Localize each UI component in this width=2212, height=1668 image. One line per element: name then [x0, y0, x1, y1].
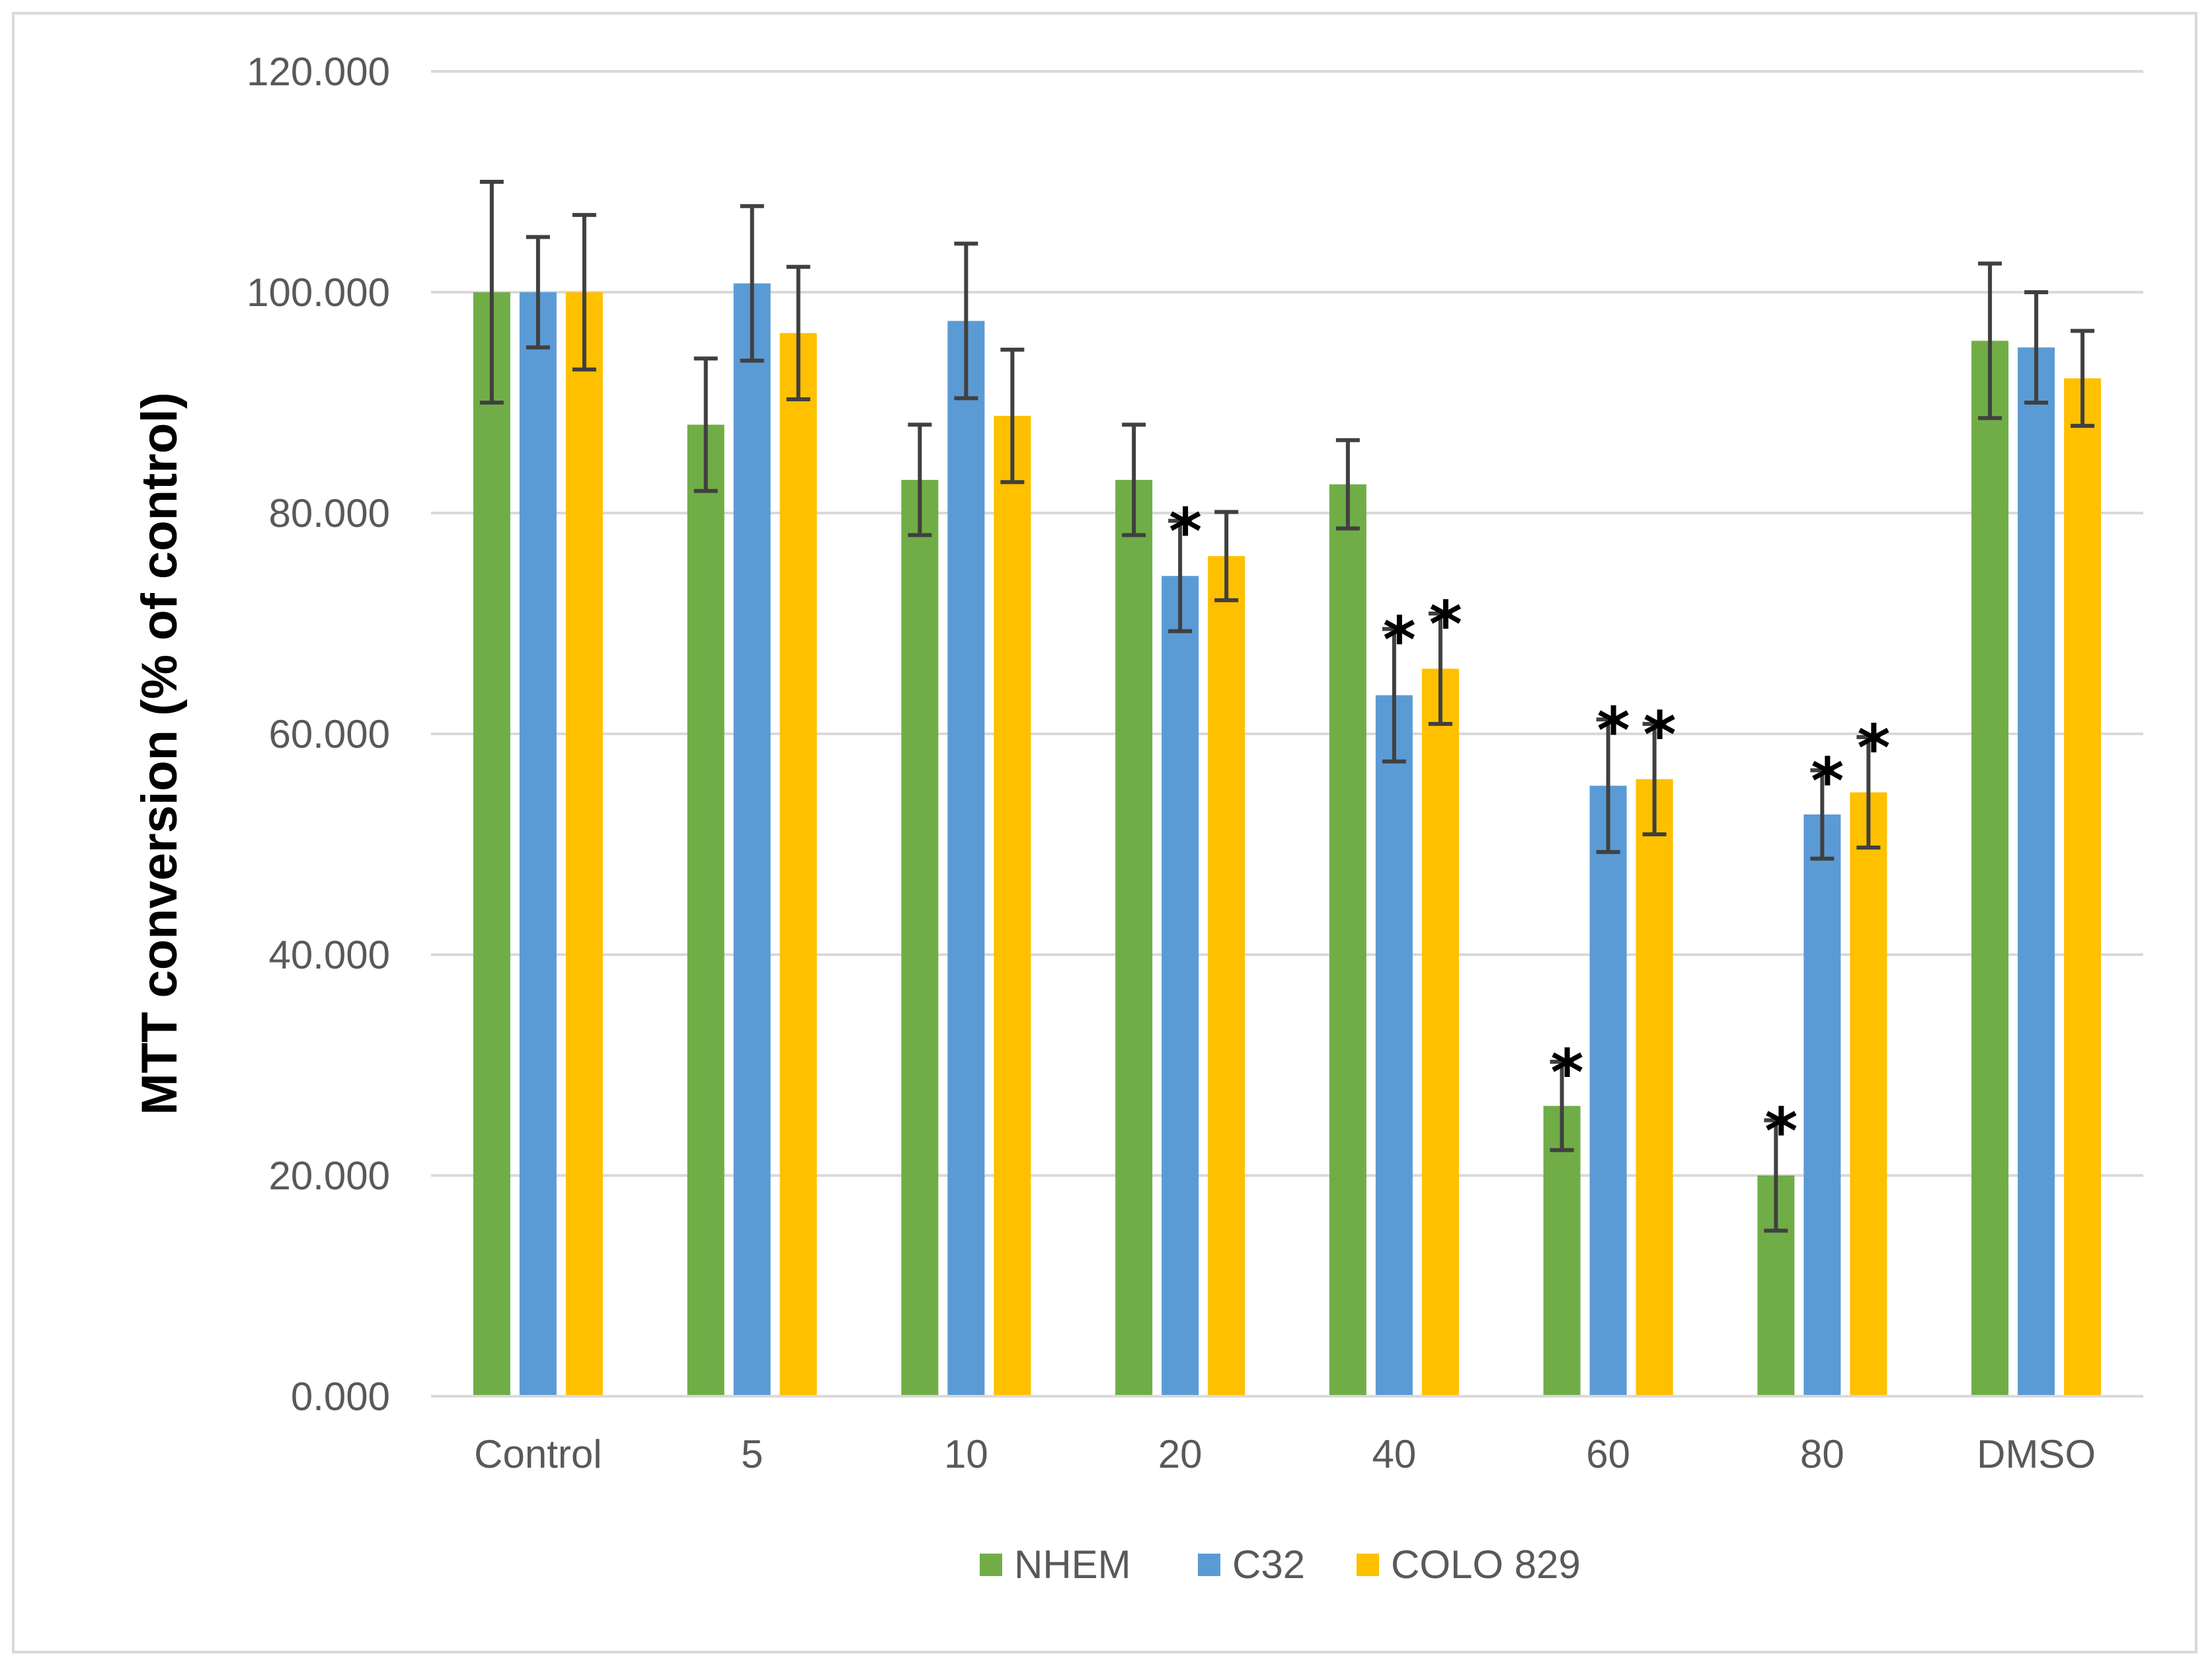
x-tick-label: 60	[1586, 1432, 1630, 1476]
bar	[733, 283, 771, 1396]
significance-star: *	[1643, 698, 1677, 772]
bar	[1850, 792, 1887, 1396]
bar	[1208, 556, 1245, 1396]
bar	[1375, 695, 1413, 1396]
significance-star: *	[1169, 495, 1202, 569]
bar	[1421, 668, 1459, 1396]
bar	[1803, 814, 1841, 1396]
bar	[2064, 378, 2102, 1396]
x-tick-label: Control	[474, 1432, 602, 1476]
bars	[473, 283, 2102, 1397]
y-axis-ticks: 0.000 20.000 40.000 60.000 80.000 100.000 120.…	[247, 50, 390, 1419]
significance-star: *	[1811, 744, 1844, 818]
bar	[1115, 479, 1153, 1396]
bar	[2018, 347, 2055, 1396]
bar	[1589, 785, 1627, 1396]
x-tick-label: 20	[1158, 1432, 1203, 1476]
bar	[1636, 779, 1673, 1396]
bar	[901, 479, 939, 1396]
y-tick-label: 80.000	[268, 491, 390, 536]
bar	[779, 333, 817, 1396]
bar	[1543, 1105, 1581, 1396]
bar	[1971, 340, 2009, 1396]
bar	[473, 292, 510, 1396]
bar-chart: 0.000 20.000 40.000 60.000 80.000 100.000 120.…	[132, 50, 2143, 1587]
legend: NHEM C32 COLO 829	[980, 1542, 1581, 1587]
y-tick-label: 40.000	[268, 933, 390, 977]
bar	[565, 292, 603, 1396]
y-axis-title: MTT conversion (% of control)	[132, 392, 188, 1115]
legend-swatch	[980, 1554, 1002, 1576]
bar	[1329, 484, 1366, 1396]
x-tick-label: 80	[1800, 1432, 1844, 1476]
legend-swatch	[1357, 1554, 1379, 1576]
legend-swatch	[1198, 1554, 1220, 1576]
legend-label: NHEM	[1014, 1542, 1131, 1587]
significance-star: *	[1764, 1095, 1797, 1169]
bar	[947, 321, 985, 1396]
significance-star: *	[1551, 1036, 1584, 1110]
x-tick-label: 40	[1372, 1432, 1417, 1476]
x-tick-label: 10	[944, 1432, 988, 1476]
bar	[519, 292, 557, 1396]
significance-star: *	[1383, 603, 1416, 677]
y-tick-label: 60.000	[268, 712, 390, 756]
y-tick-label: 100.000	[247, 270, 390, 315]
y-tick-label: 0.000	[291, 1374, 390, 1419]
significance-markers: ** *** *** *	[1169, 495, 1890, 1169]
significance-star: *	[1429, 588, 1462, 662]
bar	[687, 424, 725, 1396]
chart-frame: 0.000 20.000 40.000 60.000 80.000 100.000 120.…	[12, 12, 2197, 1653]
y-tick-label: 20.000	[268, 1154, 390, 1198]
y-tick-label: 120.000	[247, 50, 390, 94]
legend-label: C32	[1232, 1542, 1305, 1587]
bar	[994, 416, 1031, 1396]
significance-star: *	[1857, 711, 1890, 785]
legend-label: COLO 829	[1391, 1542, 1581, 1587]
x-axis-ticks: Control 5 10 20 40 60 80 DMSO	[474, 1432, 2096, 1476]
x-tick-label: 5	[741, 1432, 763, 1476]
significance-star: *	[1597, 694, 1630, 768]
error-bars	[479, 180, 2095, 1233]
x-tick-label: DMSO	[1977, 1432, 2096, 1476]
bar	[1162, 576, 1199, 1397]
